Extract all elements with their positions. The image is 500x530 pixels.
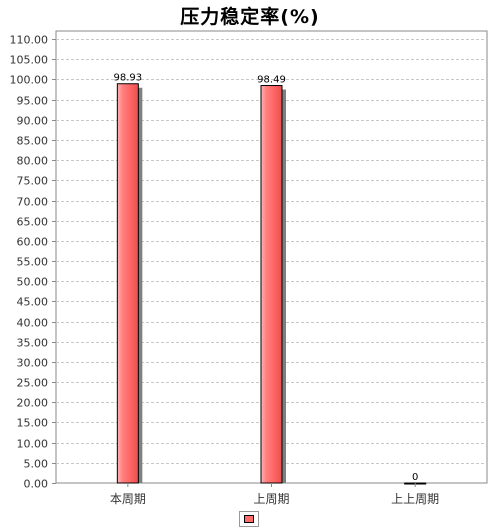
y-tick-label: 50.00 xyxy=(17,276,49,289)
y-tick-label: 30.00 xyxy=(17,357,49,370)
y-tick-label: 40.00 xyxy=(17,317,49,330)
y-tick-label: 20.00 xyxy=(17,397,49,410)
y-tick-label: 80.00 xyxy=(17,155,49,168)
y-tick-label: 100.00 xyxy=(10,74,49,87)
y-tick-label: 90.00 xyxy=(17,115,49,128)
x-tick-label: 上周期 xyxy=(253,492,289,506)
y-tick-label: 85.00 xyxy=(17,135,49,148)
y-tick-label: 25.00 xyxy=(17,377,49,390)
y-tick-label: 10.00 xyxy=(17,438,49,451)
y-tick-label: 105.00 xyxy=(10,54,49,67)
y-tick-label: 65.00 xyxy=(17,216,49,229)
y-tick-label: 0.00 xyxy=(24,478,49,491)
y-tick-label: 55.00 xyxy=(17,256,49,269)
y-tick-label: 15.00 xyxy=(17,417,49,430)
y-tick-label: 75.00 xyxy=(17,175,49,188)
legend xyxy=(239,511,259,527)
bar xyxy=(260,85,283,484)
x-tick-label: 本周期 xyxy=(110,492,146,506)
y-tick-label: 45.00 xyxy=(17,296,49,309)
bar xyxy=(116,83,139,484)
y-tick-label: 95.00 xyxy=(17,95,49,108)
chart-title: 压力稳定率(%) xyxy=(180,6,320,28)
x-tick-label: 上上周期 xyxy=(391,492,439,506)
data-label: 98.49 xyxy=(257,75,286,86)
legend-swatch xyxy=(244,515,254,523)
data-label: 98.93 xyxy=(114,73,143,84)
y-tick-label: 110.00 xyxy=(10,34,49,47)
y-tick-label: 5.00 xyxy=(24,458,49,471)
y-tick-label: 60.00 xyxy=(17,236,49,249)
y-tick-label: 35.00 xyxy=(17,337,49,350)
y-tick-label: 70.00 xyxy=(17,196,49,209)
data-label: 0 xyxy=(412,472,418,483)
